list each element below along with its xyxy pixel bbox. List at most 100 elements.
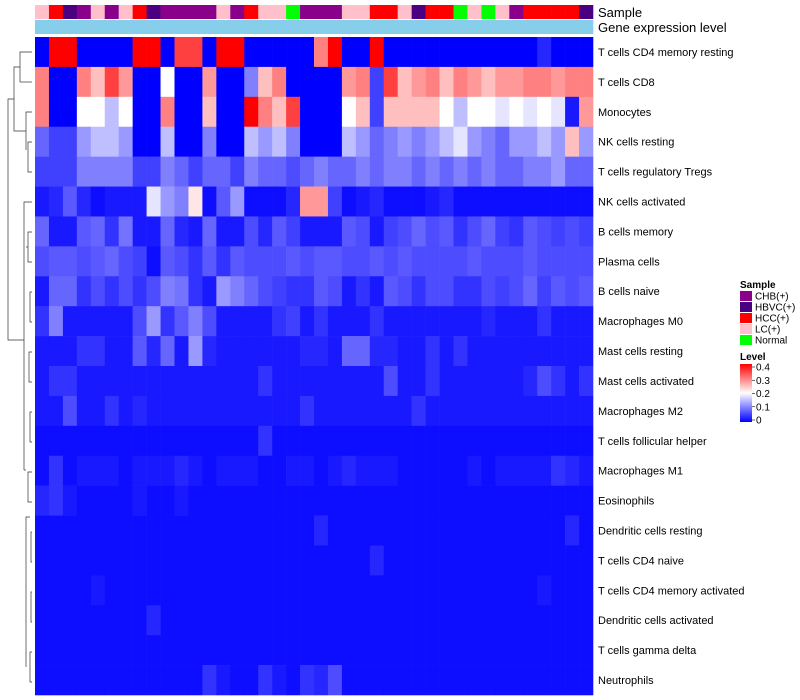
heatmap-cell [509,216,524,247]
heatmap-cell [425,455,440,486]
heatmap-cell [467,635,482,666]
heatmap-cell [495,276,510,307]
heatmap-cell [314,455,329,486]
row-label: Neutrophils [598,675,654,687]
heatmap-cell [481,216,496,247]
heatmap-cell [76,425,92,457]
heatmap-cell [160,276,175,307]
level-legend-title: Level [740,352,766,363]
heatmap-cell [146,485,161,516]
heatmap-cell [216,276,231,307]
heatmap-cell [300,635,315,666]
heatmap-cell [174,485,189,516]
heatmap-cell [90,66,106,98]
heatmap-cell [286,216,301,247]
heatmap-cell [188,425,203,457]
heatmap-cell [579,126,594,157]
heatmap-cell [216,37,231,68]
heatmap-cell [481,276,496,307]
heatmap-cell [355,635,371,666]
heatmap-cell [76,66,92,98]
row-label: T cells CD4 memory activated [598,585,745,597]
heatmap-cell [439,545,454,576]
heatmap-cell [272,425,287,457]
row-label: NK cells resting [598,137,674,149]
heatmap-cell [230,635,245,666]
heatmap-cell [258,635,273,666]
heatmap-cell [411,455,426,486]
heatmap-cell [355,455,371,486]
heatmap-cell [397,216,412,247]
expression-annotation-cell [216,20,231,34]
heatmap-cell [509,395,524,427]
heatmap-cell [62,485,78,516]
heatmap-cell [453,66,468,98]
sample-annotation-cell [76,5,92,19]
heatmap-cell [90,246,106,277]
heatmap-cell [188,156,203,187]
heatmap-cell [76,96,92,128]
heatmap-cell [341,605,357,636]
heatmap-cell [481,366,496,397]
heatmap-cell [104,246,119,277]
heatmap-cell [369,336,385,367]
heatmap-cell [314,605,329,636]
heatmap-cell [216,605,231,636]
heatmap-cell [327,366,343,397]
heatmap-cell [453,605,468,636]
heatmap-cell [90,545,106,576]
heatmap-cell [35,575,50,606]
heatmap-cell [76,126,92,157]
heatmap-cell [495,605,510,636]
heatmap-cell [230,336,245,367]
expression-annotation-cell [397,20,412,34]
heatmap-cell [104,96,119,128]
heatmap-cell [146,605,161,636]
heatmap-cell [425,306,440,337]
heatmap-cell [537,515,552,546]
heatmap-cell [35,246,50,277]
heatmap-cell [244,545,259,576]
heatmap-cell [202,545,217,576]
heatmap-cell [160,216,175,247]
heatmap-cell [202,37,217,68]
heatmap-cell [551,665,566,696]
heatmap-cell [355,246,371,277]
heatmap-cell [355,126,371,157]
heatmap-cell [341,126,357,157]
heatmap-cell [523,575,538,606]
sample-annotation-cell [160,5,175,19]
heatmap-cell [48,216,64,247]
heatmap-cell [369,66,385,98]
sample-annotation-cell [230,5,245,19]
sample-legend: Sample CHB(+)HBVC(+)HCC(+)LC(+)Normal [740,280,795,347]
heatmap-cell [62,66,78,98]
heatmap-cell [453,425,468,457]
heatmap-cell [314,336,329,367]
heatmap-cell [369,605,385,636]
sample-track-label: Sample [598,5,642,20]
heatmap-cell [104,216,119,247]
heatmap-cell [537,96,552,128]
heatmap-cell [467,605,482,636]
heatmap-cell [230,156,245,187]
sample-legend-title: Sample [740,280,776,291]
heatmap-cell [439,186,454,217]
heatmap-cell [244,126,259,157]
heatmap-cell [258,306,273,337]
heatmap-cell [230,216,245,247]
heatmap-cell [48,485,64,516]
heatmap-cell [439,336,454,367]
heatmap-cell [300,156,315,187]
sample-annotation-cell [132,5,147,19]
heatmap-cell [383,455,398,486]
heatmap-cell [76,216,92,247]
sample-annotation-cell [174,5,189,19]
heatmap-cell [230,455,245,486]
heatmap-cell [355,306,371,337]
heatmap-cell [48,96,64,128]
heatmap-cell [76,455,92,486]
heatmap-cell [76,246,92,277]
sample-annotation-cell [453,5,468,19]
heatmap-cell [509,575,524,606]
